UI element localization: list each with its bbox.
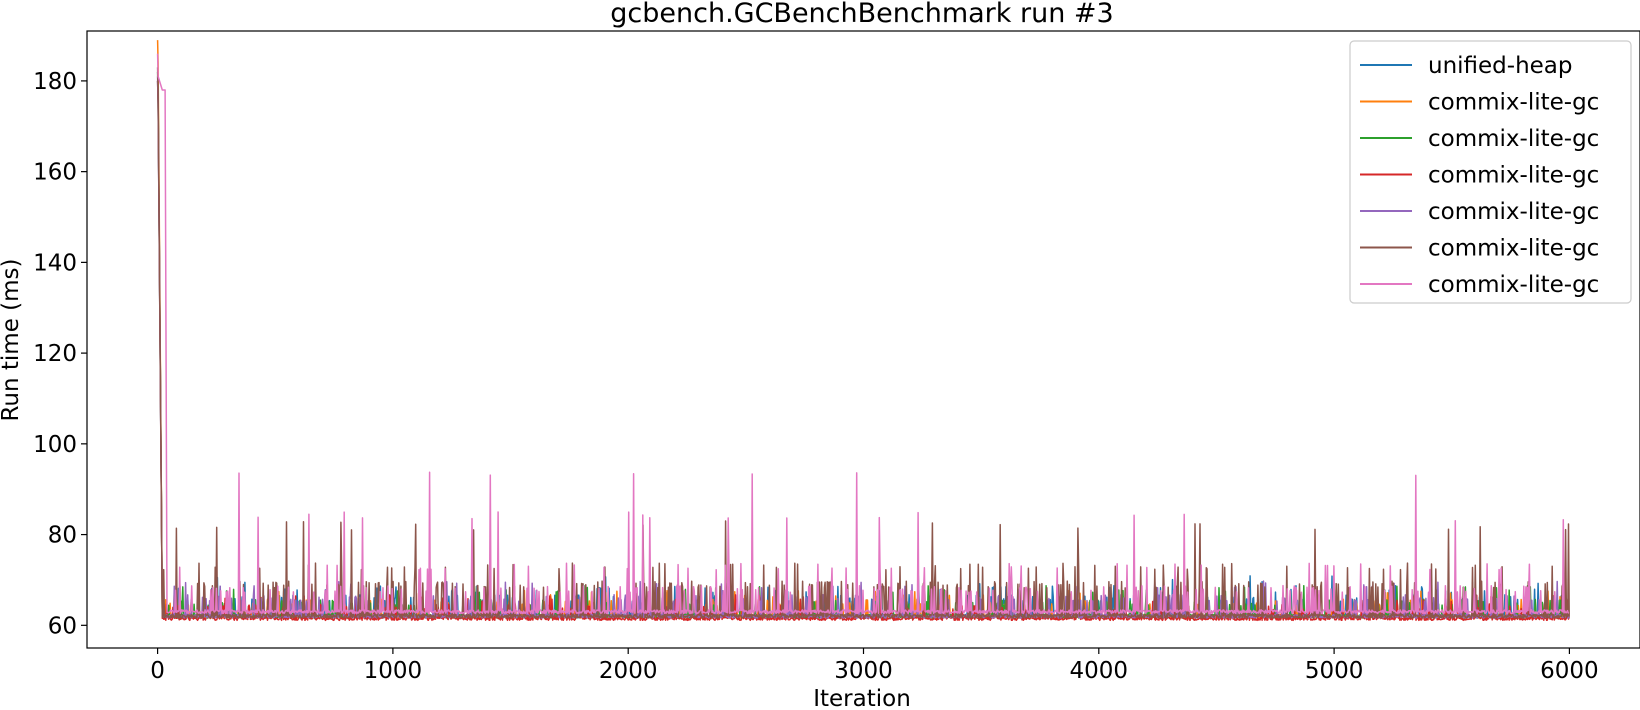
legend-label-6: commix-lite-gc [1428, 272, 1599, 298]
y-tick-label-1: 80 [48, 523, 77, 549]
legend: unified-heap commix-lite-gc commix-lite-gc… [1349, 40, 1632, 304]
y-tick-label-2: 100 [33, 432, 77, 458]
x-tick-label-5: 5000 [1305, 658, 1364, 684]
x-tick-label-3: 3000 [834, 658, 893, 684]
y-axis-label: Run time (ms) [0, 258, 24, 421]
x-tick-label-4: 4000 [1070, 658, 1129, 684]
y-tick-label-3: 120 [33, 341, 77, 367]
series-line-5 [156, 67, 1570, 619]
y-tick-label-0: 60 [48, 613, 77, 639]
x-tick-label-0: 0 [150, 658, 165, 684]
x-axis-label: Iteration [813, 686, 911, 710]
y-tick-label-4: 140 [33, 250, 77, 276]
y-tick-label-6: 180 [33, 69, 77, 95]
legend-label-4: commix-lite-gc [1428, 199, 1599, 225]
x-tick-label-2: 2000 [599, 658, 658, 684]
axes: 0 1000 2000 3000 4000 5000 6000 60 80 100 120 140 16… [33, 30, 1640, 684]
legend-label-0: unified-heap [1428, 53, 1573, 79]
legend-label-5: commix-lite-gc [1428, 236, 1599, 262]
y-tick-label-5: 160 [33, 160, 77, 186]
legend-label-3: commix-lite-gc [1428, 163, 1599, 189]
plot-area [156, 40, 1570, 622]
x-tick-label-6: 6000 [1540, 658, 1599, 684]
legend-label-2: commix-lite-gc [1428, 126, 1599, 152]
legend-label-1: commix-lite-gc [1428, 90, 1599, 116]
series-line-6 [156, 53, 1570, 615]
chart-title: gcbench.GCBenchBenchmark run #3 [610, 0, 1113, 29]
legend-box [1349, 40, 1632, 304]
x-tick-label-1: 1000 [364, 658, 423, 684]
